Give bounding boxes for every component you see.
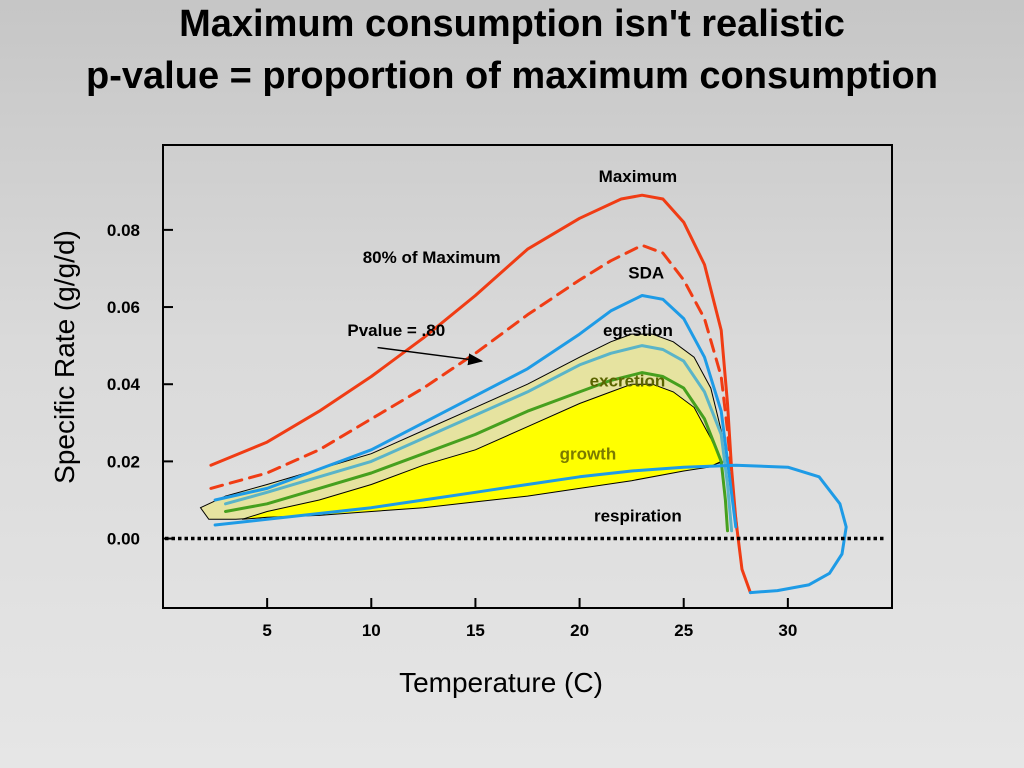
x-tick-label: 20	[570, 621, 589, 640]
series-sda	[213, 294, 738, 529]
slide-title-line-2: p-value = proportion of maximum consumpt…	[86, 55, 938, 97]
y-tick-label: 0.04	[107, 375, 141, 394]
annotation-respiration: respiration	[594, 506, 682, 525]
plot-frame	[162, 144, 893, 609]
series-80-of-maximum	[209, 243, 740, 540]
y-tick-label: 0.00	[107, 530, 140, 549]
x-axis-title: Temperature (C)	[399, 667, 603, 698]
annotation-excretion: excretion	[590, 371, 666, 390]
pvalue-arrow	[377, 346, 484, 366]
slide-title-line-1: Maximum consumption isn't realistic	[179, 3, 845, 45]
y-tick-label: 0.08	[107, 221, 140, 240]
x-tick-label: 30	[778, 621, 797, 640]
annotation-egestion: egestion	[603, 321, 673, 340]
y-axis-title: Specific Rate (g/g/d)	[49, 230, 80, 484]
series-egestion	[224, 344, 734, 533]
annotation-pvalue: Pvalue = .80	[347, 321, 445, 340]
x-tick-label: 25	[674, 621, 693, 640]
y-tick-label: 0.02	[107, 452, 140, 471]
growth-region	[241, 383, 722, 520]
annotation-growth: growth	[560, 445, 617, 464]
annotation-maximum: Maximum	[599, 167, 677, 186]
x-tick-label: 10	[362, 621, 381, 640]
x-tick-label: 15	[466, 621, 485, 640]
annotation-eighty: 80% of Maximum	[363, 248, 501, 267]
annotation-sda: SDA	[628, 263, 664, 282]
x-tick-label: 5	[262, 621, 271, 640]
series-excretion	[224, 371, 729, 533]
series-respiration	[213, 463, 848, 595]
y-tick-label: 0.06	[107, 298, 140, 317]
